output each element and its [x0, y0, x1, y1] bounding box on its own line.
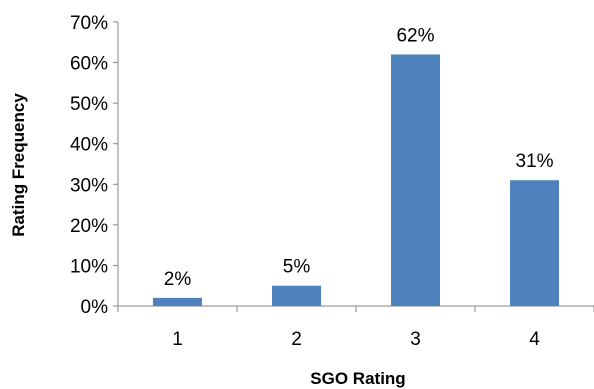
y-tick-label: 20% [70, 216, 108, 237]
y-tick-label: 50% [70, 94, 108, 115]
x-axis-ticks: 1 2 3 4 [117, 306, 594, 350]
data-labels: 2% 5% 62% 31% [164, 25, 554, 289]
x-tick-label: 1 [172, 329, 183, 350]
bar-4 [510, 180, 559, 306]
y-tick-label: 70% [70, 13, 108, 34]
bars [153, 54, 559, 307]
bar-3 [391, 54, 440, 307]
x-tick-label: 4 [529, 329, 540, 350]
data-label-2: 5% [283, 257, 311, 278]
bar-2 [272, 285, 321, 306]
y-tick-label: 40% [70, 135, 108, 156]
data-label-3: 62% [396, 25, 434, 46]
x-tick-label: 2 [291, 329, 302, 350]
x-tick-label: 3 [410, 329, 421, 350]
y-axis-title: Rating Frequency [9, 93, 28, 237]
bar-1 [153, 297, 202, 306]
y-tick-label: 60% [70, 54, 108, 75]
y-axis-ticks: 0% 10% 20% 30% 40% 50% 60% 70% [70, 13, 118, 318]
data-label-4: 31% [515, 151, 553, 172]
data-label-1: 2% [164, 269, 192, 290]
y-tick-label: 10% [70, 256, 108, 277]
x-axis-title: SGO Rating [310, 369, 405, 388]
y-tick-label: 0% [81, 297, 109, 318]
y-tick-label: 30% [70, 175, 108, 196]
